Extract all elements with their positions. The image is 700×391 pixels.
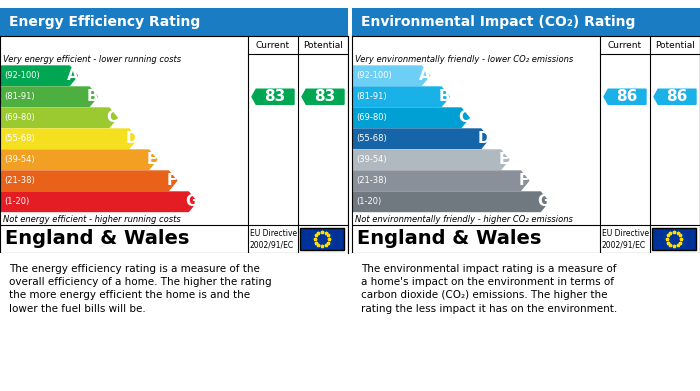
Polygon shape: [352, 192, 549, 212]
Text: England & Wales: England & Wales: [5, 230, 190, 249]
Text: (92-100): (92-100): [356, 71, 392, 80]
Text: (21-38): (21-38): [4, 176, 35, 185]
Text: Potential: Potential: [655, 41, 695, 50]
Text: (55-68): (55-68): [4, 134, 35, 143]
Text: (21-38): (21-38): [356, 176, 386, 185]
Text: (69-80): (69-80): [356, 113, 386, 122]
Text: The environmental impact rating is a measure of
a home's impact on the environme: The environmental impact rating is a mea…: [360, 264, 617, 314]
Polygon shape: [302, 89, 344, 104]
Text: 86: 86: [616, 89, 638, 104]
Polygon shape: [352, 108, 469, 127]
Text: (81-91): (81-91): [4, 92, 34, 101]
Text: 83: 83: [314, 89, 335, 104]
Polygon shape: [0, 192, 197, 212]
Text: (92-100): (92-100): [4, 71, 40, 80]
FancyBboxPatch shape: [300, 228, 344, 250]
Text: Environmental Impact (CO₂) Rating: Environmental Impact (CO₂) Rating: [360, 15, 635, 29]
Text: G: G: [537, 194, 550, 209]
Text: C: C: [458, 110, 470, 125]
Text: EU Directive
2002/91/EC: EU Directive 2002/91/EC: [250, 229, 297, 249]
Text: D: D: [477, 131, 490, 146]
Text: EU Directive
2002/91/EC: EU Directive 2002/91/EC: [602, 229, 649, 249]
Polygon shape: [604, 89, 646, 104]
Polygon shape: [252, 89, 294, 104]
Text: (1-20): (1-20): [356, 197, 382, 206]
Polygon shape: [352, 66, 429, 86]
Polygon shape: [0, 150, 157, 170]
Text: A: A: [419, 68, 430, 83]
Text: Very environmentally friendly - lower CO₂ emissions: Very environmentally friendly - lower CO…: [355, 56, 573, 65]
Text: F: F: [167, 173, 177, 188]
Text: (69-80): (69-80): [4, 113, 35, 122]
Polygon shape: [352, 150, 509, 170]
Text: C: C: [106, 110, 118, 125]
Polygon shape: [0, 129, 137, 149]
Text: Current: Current: [256, 41, 290, 50]
Polygon shape: [0, 66, 78, 86]
Text: The energy efficiency rating is a measure of the
overall efficiency of a home. T: The energy efficiency rating is a measur…: [8, 264, 272, 314]
Text: (81-91): (81-91): [356, 92, 386, 101]
Text: D: D: [125, 131, 139, 146]
FancyBboxPatch shape: [652, 228, 696, 250]
Text: A: A: [66, 68, 78, 83]
Text: E: E: [146, 152, 157, 167]
Text: E: E: [498, 152, 509, 167]
Text: B: B: [438, 89, 450, 104]
Text: Energy Efficiency Rating: Energy Efficiency Rating: [8, 15, 200, 29]
Polygon shape: [654, 89, 696, 104]
Polygon shape: [0, 108, 117, 127]
Text: Very energy efficient - lower running costs: Very energy efficient - lower running co…: [3, 56, 181, 65]
Text: England & Wales: England & Wales: [357, 230, 541, 249]
Text: Not environmentally friendly - higher CO₂ emissions: Not environmentally friendly - higher CO…: [355, 215, 573, 224]
Text: Not energy efficient - higher running costs: Not energy efficient - higher running co…: [3, 215, 181, 224]
Text: F: F: [519, 173, 528, 188]
Text: (39-54): (39-54): [4, 155, 34, 164]
Text: Potential: Potential: [303, 41, 343, 50]
Text: (39-54): (39-54): [356, 155, 386, 164]
Text: 86: 86: [666, 89, 687, 104]
Polygon shape: [352, 171, 528, 190]
Text: (55-68): (55-68): [356, 134, 386, 143]
Polygon shape: [0, 87, 97, 106]
Text: 83: 83: [265, 89, 286, 104]
Text: (1-20): (1-20): [4, 197, 29, 206]
Text: Current: Current: [608, 41, 642, 50]
Polygon shape: [0, 171, 176, 190]
Text: G: G: [186, 194, 197, 209]
Polygon shape: [352, 87, 449, 106]
Polygon shape: [352, 129, 489, 149]
Text: B: B: [87, 89, 98, 104]
